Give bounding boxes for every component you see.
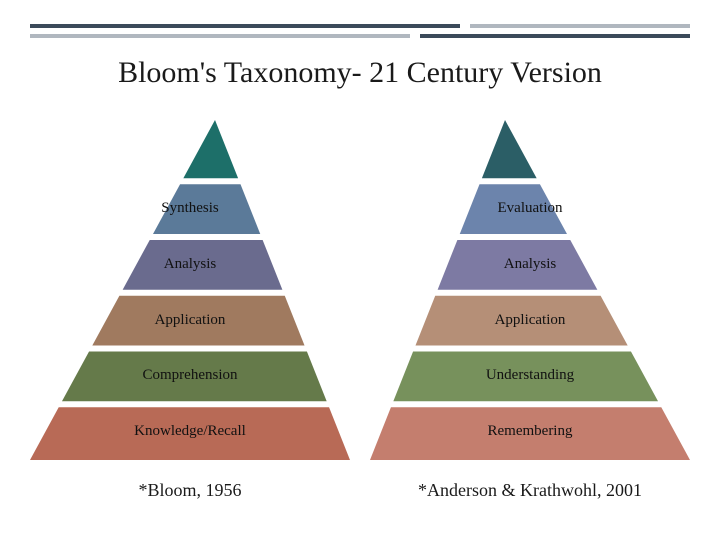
caption-right: *Anderson & Krathwohl, 2001 [418,480,642,501]
pyramid-label-2: Analysis [30,256,350,273]
pyramid-label-3: Application [30,312,350,329]
pyramid-label-5: Knowledge/Recall [30,423,350,440]
rule-segment [30,24,460,28]
pyramid-label-4: Understanding [370,367,690,384]
pyramid-left-wrap: Synthesis Analysis Application Comprehensio… [30,120,350,501]
rule-segment [470,24,690,28]
rule-segment [30,34,410,38]
pyramid-label-3: Application [370,312,690,329]
pyramid-left: Synthesis Analysis Application Comprehensio… [30,120,350,460]
pyramid-label-1: Evaluation [370,200,690,217]
pyramids-container: Synthesis Analysis Application Comprehensio… [0,120,720,501]
rule-segment [420,34,690,38]
pyramid-label-4: Comprehension [30,367,350,384]
pyramid-label-5: Remembering [370,423,690,440]
pyramid-label-2: Analysis [370,256,690,273]
pyramid-right: Evaluation Analysis Application Understandi… [370,120,690,460]
caption-left: *Bloom, 1956 [138,480,241,501]
pyramid-label-1: Synthesis [30,200,350,217]
page-title: Bloom's Taxonomy- 21 Century Version [0,56,720,90]
header-rule [30,24,690,38]
pyramid-right-wrap: Evaluation Analysis Application Understandi… [370,120,690,501]
